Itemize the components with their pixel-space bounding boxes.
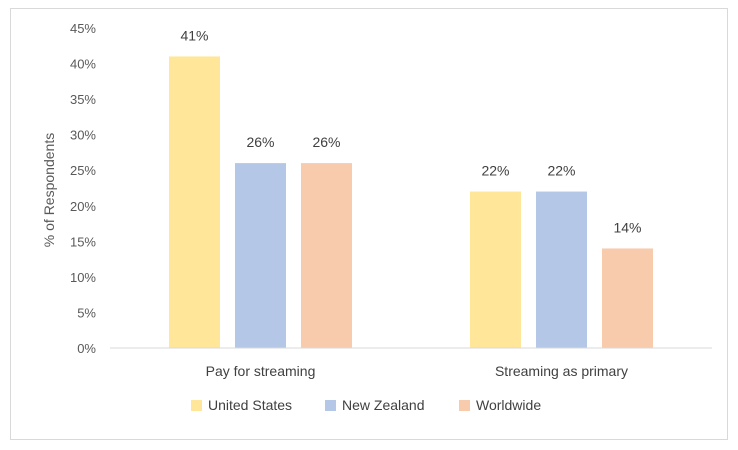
data-label: 26% <box>312 134 340 150</box>
legend-label: Worldwide <box>476 397 541 413</box>
legend-label: New Zealand <box>342 397 425 413</box>
y-tick-label: 15% <box>70 234 96 249</box>
y-tick-label: 30% <box>70 128 96 143</box>
chart-frame <box>10 8 728 440</box>
data-label: 26% <box>246 134 274 150</box>
y-axis-label: % of Respondents <box>41 133 57 247</box>
y-tick-label: 5% <box>77 305 96 320</box>
bar-new-zealand-2 <box>536 191 587 348</box>
bar-worldwide-1 <box>301 163 352 348</box>
data-label: 41% <box>180 27 208 43</box>
y-tick-label: 0% <box>77 341 96 356</box>
data-label: 14% <box>613 219 641 235</box>
bar-worldwide-2 <box>602 248 653 348</box>
x-axis-categories: Pay for streaming Streaming as primary <box>206 363 628 379</box>
y-tick-label: 20% <box>70 199 96 214</box>
y-tick-label: 10% <box>70 270 96 285</box>
y-tick-label: 45% <box>70 21 96 36</box>
legend: United States New Zealand Worldwide <box>191 397 541 413</box>
bars <box>169 56 653 348</box>
data-label: 22% <box>547 163 575 179</box>
y-axis-ticks: 0% 5% 10% 15% 20% 25% 30% 35% 40% 45% <box>70 21 96 356</box>
x-category-label: Pay for streaming <box>206 363 316 379</box>
y-tick-label: 35% <box>70 92 96 107</box>
data-labels: 41% 26% 26% 22% 22% 14% <box>180 27 641 235</box>
legend-swatch <box>325 400 336 411</box>
data-label: 22% <box>481 163 509 179</box>
legend-swatch <box>459 400 470 411</box>
bar-united-states-2 <box>470 191 521 348</box>
bar-new-zealand-1 <box>235 163 286 348</box>
y-tick-label: 40% <box>70 57 96 72</box>
bar-united-states-1 <box>169 56 220 348</box>
y-tick-label: 25% <box>70 163 96 178</box>
legend-swatch <box>191 400 202 411</box>
legend-label: United States <box>208 397 292 413</box>
x-category-label: Streaming as primary <box>495 363 628 379</box>
